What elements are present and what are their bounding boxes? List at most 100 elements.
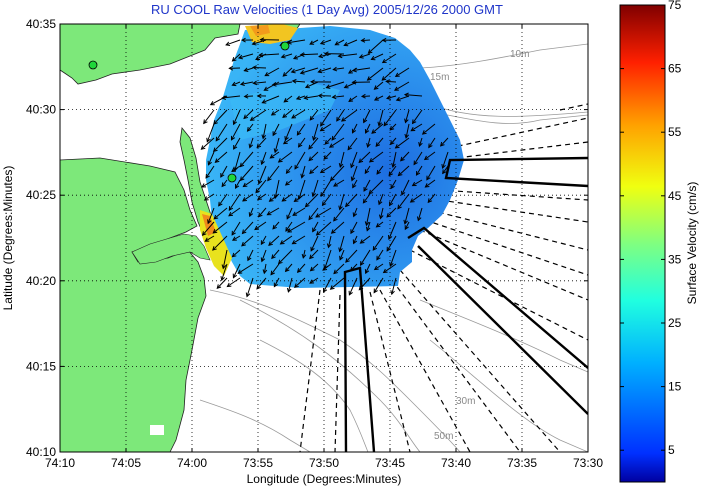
velocity-vector: [309, 277, 319, 284]
radar-site-marker: [280, 41, 290, 51]
velocity-vector: [404, 94, 423, 97]
velocity-vector-head: [338, 162, 344, 168]
velocity-vector: [267, 165, 280, 181]
y-axis: 40:35 40:30 40:25 40:20 40:15 40:10: [26, 17, 588, 459]
velocity-vector-head: [237, 269, 243, 274]
velocity-vector: [364, 165, 371, 174]
velocity-vector: [213, 109, 228, 125]
velocity-vector: [271, 249, 280, 259]
velocity-vector-head: [424, 183, 430, 188]
y-tick-label: 40:30: [26, 103, 56, 117]
velocity-vector-head: [343, 84, 349, 89]
velocity-vector: [308, 207, 319, 220]
velocity-vector: [240, 165, 254, 181]
velocity-vector: [323, 277, 332, 293]
velocity-vector-head: [309, 169, 314, 175]
velocity-vector-head: [352, 183, 357, 189]
velocity-vector: [315, 207, 332, 218]
velocity-vector: [368, 39, 384, 54]
velocity-vector-head: [242, 182, 248, 188]
velocity-vector-head: [352, 239, 358, 245]
velocity-vector: [382, 53, 397, 64]
velocity-vector-head: [442, 169, 447, 175]
velocity-vector-head: [270, 111, 276, 116]
velocity-vector: [338, 53, 358, 57]
velocity-vector: [292, 207, 306, 216]
velocity-vector-head: [321, 201, 327, 207]
velocity-vector-head: [309, 254, 314, 260]
velocity-vector: [278, 151, 293, 163]
velocity-vector-head: [203, 119, 208, 125]
velocity-vector: [272, 221, 280, 230]
radar-wedge-east: [444, 156, 588, 188]
velocity-vector: [278, 249, 293, 264]
velocity-vector: [422, 123, 436, 135]
velocity-vector-head: [256, 284, 261, 290]
velocity-vector: [294, 193, 306, 202]
velocity-vector-head: [231, 81, 237, 87]
velocity-vector: [389, 249, 397, 267]
velocity-vector-head: [266, 211, 272, 216]
velocity-vector: [222, 95, 241, 99]
velocity-vector: [374, 263, 384, 270]
velocity-vector-head: [397, 204, 402, 210]
velocity-vector: [365, 263, 371, 274]
velocity-vector-head: [270, 270, 275, 276]
velocity-vector-head: [368, 189, 374, 195]
velocity-vector-head: [203, 196, 209, 201]
velocity-vector-head: [331, 94, 337, 100]
velocity-vector: [339, 235, 345, 252]
velocity-vector: [308, 137, 319, 150]
colorbar: [619, 4, 666, 483]
velocity-vector: [359, 53, 371, 58]
velocity-vector: [292, 80, 306, 83]
velocity-vector: [227, 277, 241, 287]
velocity-vector-head: [301, 253, 307, 259]
velocity-vector-head: [378, 200, 383, 206]
radial-lines: [299, 103, 588, 452]
velocity-vector-head: [410, 126, 416, 132]
velocity-vector-head: [351, 67, 357, 73]
velocity-vector-head: [212, 147, 218, 153]
velocity-vector-head: [271, 82, 277, 87]
velocity-vector: [228, 193, 241, 211]
velocity-vector: [353, 235, 358, 244]
velocity-vector-head: [364, 269, 370, 275]
velocity-vector: [333, 179, 345, 187]
velocity-vector: [417, 207, 423, 221]
velocity-vector-head: [291, 114, 297, 119]
velocity-vector-head: [293, 197, 299, 203]
velocity-vector: [221, 263, 228, 281]
velocity-vector-head: [347, 145, 353, 151]
velocity-vector-head: [415, 171, 421, 176]
velocity-vector-head: [428, 143, 433, 149]
velocity-vector-head: [269, 154, 275, 159]
velocity-vector-head: [248, 212, 254, 218]
velocity-vector-head: [376, 255, 381, 261]
velocity-vector-head: [277, 259, 283, 265]
velocity-vector-head: [304, 202, 310, 208]
x-tick-label: 73:30: [573, 456, 603, 470]
velocity-vector: [304, 95, 319, 99]
x-tick-label: 73:35: [507, 456, 537, 470]
velocity-vector: [250, 109, 267, 121]
velocity-vector-head: [336, 116, 341, 122]
velocity-vector-head: [228, 65, 234, 71]
y-tick-label: 40:15: [26, 359, 56, 373]
velocity-vector: [291, 109, 306, 119]
velocity-vector-head: [312, 136, 317, 142]
velocity-vector: [228, 207, 241, 217]
velocity-vector-head: [243, 67, 249, 72]
velocity-vector-head: [421, 130, 427, 135]
velocity-vector: [244, 95, 254, 98]
velocity-vector: [267, 207, 280, 216]
velocity-vector: [318, 53, 332, 58]
velocity-vector: [372, 235, 384, 251]
velocity-vector: [215, 123, 228, 141]
velocity-vector: [294, 151, 306, 170]
velocity-vector-head: [287, 228, 292, 233]
velocity-vector-head: [404, 225, 409, 231]
velocity-vector-head: [299, 52, 305, 58]
velocity-vector-head: [320, 192, 325, 198]
